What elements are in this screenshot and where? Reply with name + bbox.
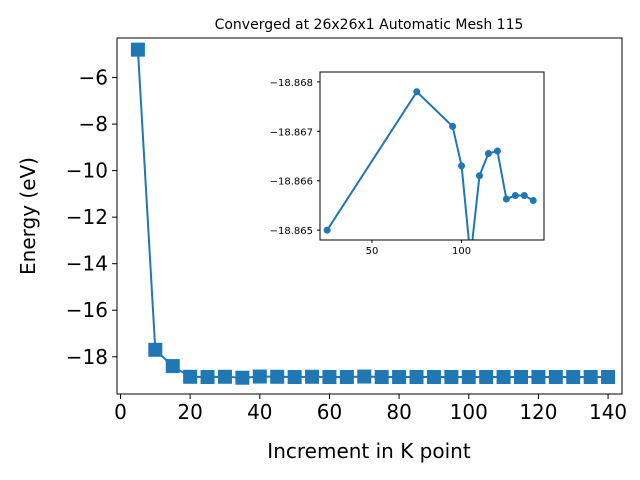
main-data-point [374, 370, 389, 385]
inset-y-tick-label: −18.866 [270, 177, 313, 188]
main-x-ticks: 0 20 40 60 80 100 120 140 [114, 394, 627, 424]
main-data-point [183, 369, 198, 384]
main-data-point [409, 370, 424, 385]
main-data-point [548, 370, 563, 385]
inset-y-tick-label: −18.865 [270, 226, 313, 237]
main-data-point [601, 370, 616, 385]
inset-data-point [323, 226, 331, 234]
main-y-tick-label: −8 [79, 112, 108, 136]
main-plot: 0 20 40 60 80 100 120 140 −18 −16 −14 −12 −10 −8 −6 [66, 37, 627, 424]
main-x-tick-label: 120 [519, 400, 557, 424]
main-data-point [130, 42, 145, 57]
main-series-line [136, 49, 609, 379]
inset-data-point [511, 192, 519, 200]
main-data-point [566, 370, 581, 385]
main-plot-frame [116, 37, 623, 395]
main-y-tick-label: −18 [66, 345, 108, 369]
inset-background [320, 72, 544, 240]
inset-data-point [458, 162, 466, 170]
inset-x-ticks: 50 100 [366, 240, 471, 257]
main-data-point [496, 370, 511, 385]
main-series [130, 42, 616, 385]
main-y-tick-label: −6 [79, 66, 108, 90]
x-axis-label: Increment in K point [267, 439, 471, 463]
main-data-point [148, 342, 163, 357]
main-y-tick-label: −16 [66, 298, 108, 322]
inset-data-point [475, 172, 483, 180]
main-data-point [357, 369, 372, 384]
inset-y-ticks: −18.868 −18.867 −18.866 −18.865 [270, 78, 320, 237]
main-data-point [426, 370, 441, 385]
inset-data-point [502, 195, 510, 203]
main-data-point [270, 369, 285, 384]
main-data-point [200, 370, 215, 385]
inset-data-point [529, 196, 537, 204]
main-x-tick-label: 40 [247, 400, 272, 424]
main-x-tick-label: 20 [177, 400, 202, 424]
main-data-point [339, 370, 354, 385]
main-x-tick-label: 0 [114, 400, 127, 424]
inset-data-point [520, 192, 528, 200]
main-data-point [287, 370, 302, 385]
main-data-point [461, 370, 476, 385]
chart-title: Converged at 26x26x1 Automatic Mesh 115 [215, 17, 524, 33]
inset-data-point [484, 150, 492, 158]
main-data-point [392, 370, 407, 385]
main-data-point [514, 370, 528, 385]
main-data-point [252, 369, 267, 384]
inset-y-tick-label: −18.868 [270, 78, 313, 89]
main-data-point [583, 370, 598, 385]
main-data-point [165, 359, 180, 374]
main-y-tick-label: −14 [66, 252, 108, 276]
inset-x-tick-label: 50 [366, 246, 379, 257]
inset-frame [319, 71, 545, 241]
main-y-tick-label: −12 [66, 205, 108, 229]
inset-data-point [493, 147, 501, 155]
inset-data-point [449, 122, 457, 130]
main-data-point [217, 369, 232, 384]
main-data-point [305, 369, 320, 384]
y-axis-label: Energy (eV) [16, 157, 40, 275]
main-data-point [322, 370, 337, 385]
inset-plot: 50 100 −18.868 −18.867 −18.866 −18.865 [270, 71, 545, 257]
main-data-point [444, 370, 459, 385]
inset-series [323, 88, 537, 240]
main-x-tick-label: 140 [589, 400, 627, 424]
inset-x-tick-label: 100 [452, 246, 471, 257]
inset-y-tick-label: −18.867 [270, 127, 313, 138]
main-x-tick-label: 60 [317, 400, 342, 424]
main-y-tick-label: −10 [66, 159, 108, 183]
main-data-point [235, 370, 250, 385]
main-y-ticks: −18 −16 −14 −12 −10 −8 −6 [66, 66, 117, 369]
main-data-point [531, 370, 546, 385]
inset-data-point [413, 88, 421, 96]
main-data-point [479, 370, 494, 385]
main-x-tick-label: 80 [386, 400, 411, 424]
main-x-tick-label: 100 [450, 400, 488, 424]
